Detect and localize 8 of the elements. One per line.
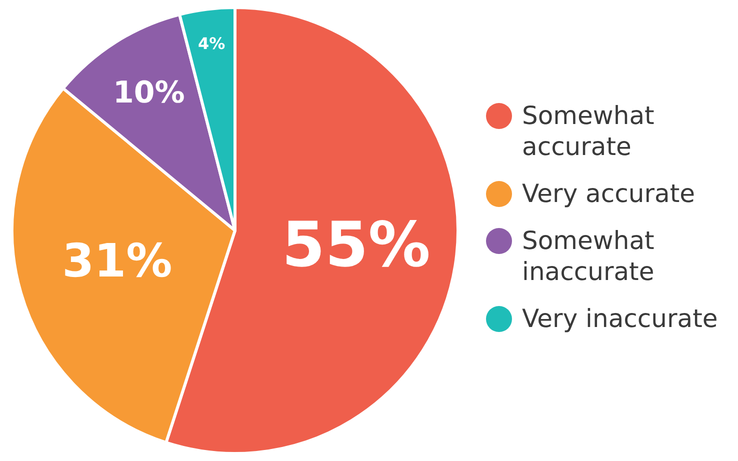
legend-label: Very inaccurate [522, 303, 718, 334]
legend-label: Very accurate [522, 178, 695, 209]
data-label: 10% [113, 76, 185, 111]
data-label: 31% [62, 234, 172, 288]
legend-label: Somewhat inaccurate [522, 225, 656, 287]
legend-label: Somewhat accurate [522, 100, 656, 162]
data-label: 55% [282, 208, 430, 281]
data-label: 4% [198, 34, 226, 53]
